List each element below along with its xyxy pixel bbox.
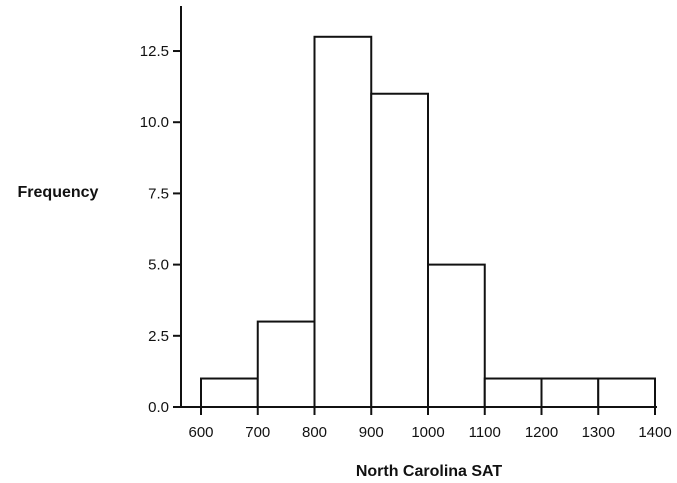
y-tick-label: 12.5 [140, 43, 169, 60]
x-tick-label: 1400 [638, 424, 671, 441]
histogram-bar-700-800 [256, 320, 316, 408]
y-tick-label: 10.0 [140, 114, 169, 131]
x-tick-label: 700 [245, 424, 270, 441]
x-axis-title: North Carolina SAT [356, 463, 503, 480]
x-tick-label: 1100 [469, 424, 501, 441]
y-axis-ticks: 0.0 2.5 5.0 7.5 10.0 12.5 [140, 43, 181, 416]
y-tick-label: 2.5 [148, 328, 169, 345]
y-tick-label: 7.5 [148, 185, 169, 202]
y-tick-label: 5.0 [148, 257, 169, 274]
histogram-bar-1300-1400 [597, 377, 656, 408]
histogram-bar-1100-1200 [483, 377, 543, 408]
histogram-bars [200, 35, 656, 409]
y-tick-label: 0.0 [148, 399, 169, 416]
x-tick-label: 1300 [582, 424, 615, 441]
x-tick-label: 1200 [525, 424, 558, 441]
x-tick-label: 800 [302, 424, 327, 441]
histogram-bar-800-900 [313, 35, 373, 408]
histogram-bar-600-700 [200, 377, 259, 408]
x-tick-label: 900 [359, 424, 384, 441]
x-axis-ticks: 600 700 800 900 1000 1100 1200 1300 1400 [188, 407, 672, 441]
histogram-bar-1000-1100 [427, 263, 486, 409]
x-tick-label: 600 [188, 424, 213, 441]
histogram-bar-1200-1300 [540, 377, 600, 408]
y-axis-title: Frequency [18, 184, 99, 201]
histogram-bar-900-1000 [370, 92, 429, 408]
x-tick-label: 1000 [411, 424, 444, 441]
